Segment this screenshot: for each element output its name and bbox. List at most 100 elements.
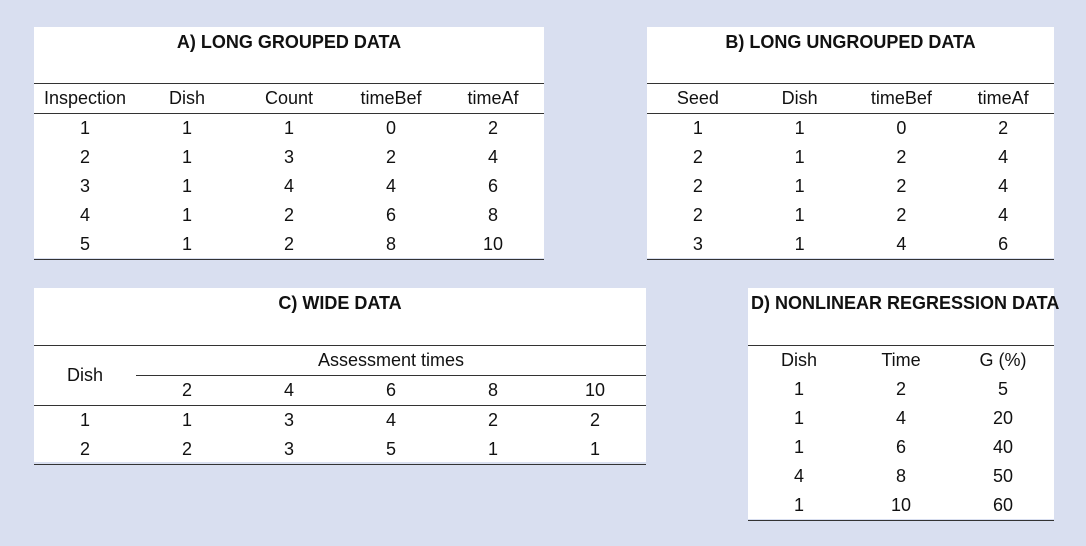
column-group-header: Assessment times	[136, 345, 646, 376]
header-row: Inspection Dish Count timeBef timeAf	[34, 83, 544, 114]
wide-table: Dish Assessment times 2 4 6 8 10 1 1 3 4…	[34, 345, 646, 465]
table-cell: 2	[896, 176, 907, 196]
table-cell: 5	[34, 230, 136, 260]
table-cell: 4	[487, 147, 498, 167]
column-header: 8	[442, 375, 544, 406]
table-cell: 1	[748, 230, 851, 260]
column-header: timeBef	[340, 83, 442, 114]
panel-long-grouped-data: A) LONG GROUPED DATA Inspection Dish Cou…	[34, 27, 544, 260]
column-header: 10	[544, 375, 646, 406]
table-cell: 60	[952, 491, 1054, 521]
panel-long-ungrouped-data: B) LONG UNGROUPED DATA Seed Dish timeBef…	[647, 27, 1054, 260]
table-row: 2 1 2 4	[647, 143, 1054, 172]
table-cell: 2	[34, 435, 136, 465]
table-cell: 10	[442, 230, 544, 260]
table-row: 1 2 5	[748, 375, 1054, 404]
column-header: Inspection	[34, 83, 136, 114]
table-cell: 1	[794, 176, 805, 196]
panel-title: B) LONG UNGROUPED DATA	[725, 32, 976, 52]
table-cell: 4	[79, 205, 90, 225]
table-cell: 4	[385, 176, 396, 196]
table-row: 1 1 1 0 2	[34, 114, 544, 144]
table-row: 1 10 60	[748, 491, 1054, 521]
panel-nonlinear-regression-data: D) NONLINEAR REGRESSION DATA Dish Time G…	[748, 288, 1059, 521]
table-row: 5 1 2 8 10	[34, 230, 544, 260]
column-header: 4	[238, 375, 340, 406]
table-cell: 5	[340, 435, 442, 465]
table-cell: 4	[998, 205, 1009, 225]
table-cell: 1	[181, 118, 192, 138]
table-cell: 3	[283, 410, 294, 430]
table-cell: 10	[850, 491, 952, 521]
table-cell: 20	[992, 408, 1014, 428]
table-cell: 4	[283, 176, 294, 196]
table-cell: 4	[793, 466, 804, 486]
table-row: 3 1 4 6	[647, 230, 1054, 260]
table-cell: 6	[385, 205, 396, 225]
table-cell: 1	[79, 118, 90, 138]
table-row: 1 1 3 4 2 2	[34, 406, 646, 436]
column-header: Dish	[748, 83, 851, 114]
table-cell: 3	[79, 176, 90, 196]
column-header: Count	[238, 83, 340, 114]
table-cell: 8	[487, 205, 498, 225]
table-cell: 8	[340, 230, 442, 260]
table-row: 2 1 3 2 4	[34, 143, 544, 172]
column-header: Time	[850, 345, 952, 375]
header-row: 2 4 6 8 10	[34, 375, 646, 406]
table-cell: 1	[283, 118, 294, 138]
table-cell: 1	[793, 408, 804, 428]
table-row: 1 6 40	[748, 433, 1054, 462]
table-cell: 1	[442, 435, 544, 465]
table-row: 4 1 2 6 8	[34, 201, 544, 230]
table-cell: 8	[895, 466, 906, 486]
column-header: timeAf	[442, 83, 544, 114]
table-cell: 1	[79, 410, 90, 430]
table-cell: 4	[385, 410, 396, 430]
nonlinear-regression-table: Dish Time G (%) 1 2 5 1 4 20 1 6 40 4 8	[748, 345, 1054, 521]
long-ungrouped-table: Seed Dish timeBef timeAf 1 1 0 2 2 1 2 4…	[647, 83, 1054, 260]
table-cell: 1	[544, 435, 646, 465]
column-header: Dish	[136, 83, 238, 114]
table-row: 2 1 2 4	[647, 201, 1054, 230]
table-cell: 5	[997, 379, 1008, 399]
table-cell: 2	[487, 118, 498, 138]
table-cell: 2	[79, 147, 90, 167]
table-cell: 1	[793, 379, 804, 399]
panel-title: C) WIDE DATA	[278, 293, 402, 313]
header-row: Seed Dish timeBef timeAf	[647, 83, 1054, 114]
table-cell: 1	[181, 147, 192, 167]
table-cell: 2	[385, 147, 396, 167]
table-cell: 3	[238, 435, 340, 465]
column-header: 2	[136, 375, 238, 406]
table-row: 3 1 4 4 6	[34, 172, 544, 201]
table-cell: 1	[794, 147, 805, 167]
table-cell: 1	[181, 176, 192, 196]
table-cell: 2	[896, 205, 907, 225]
table-cell: 1	[181, 410, 192, 430]
column-header: G (%)	[952, 345, 1054, 375]
header-row: Dish Assessment times	[34, 345, 646, 406]
column-header: 6	[340, 375, 442, 406]
table-cell: 4	[895, 408, 906, 428]
table-cell: 2	[692, 147, 703, 167]
table-cell: 2	[283, 205, 294, 225]
table-cell: 1	[181, 205, 192, 225]
table-cell: 2	[692, 176, 703, 196]
table-cell: 2	[692, 205, 703, 225]
table-cell: 40	[992, 437, 1014, 457]
table-cell: 2	[238, 230, 340, 260]
table-cell: 4	[998, 176, 1009, 196]
header-row: Dish Time G (%)	[748, 345, 1054, 375]
table-cell: 50	[992, 466, 1014, 486]
table-cell: 0	[385, 118, 396, 138]
column-header: Dish	[748, 345, 850, 375]
table-cell: 1	[794, 205, 805, 225]
table-cell: 2	[136, 435, 238, 465]
table-cell: 1	[748, 491, 850, 521]
table-row: 1 4 20	[748, 404, 1054, 433]
table-row: 2 1 2 4	[647, 172, 1054, 201]
long-grouped-table: Inspection Dish Count timeBef timeAf 1 1…	[34, 83, 544, 260]
panel-title: A) LONG GROUPED DATA	[176, 32, 402, 52]
table-cell: 6	[895, 437, 906, 457]
